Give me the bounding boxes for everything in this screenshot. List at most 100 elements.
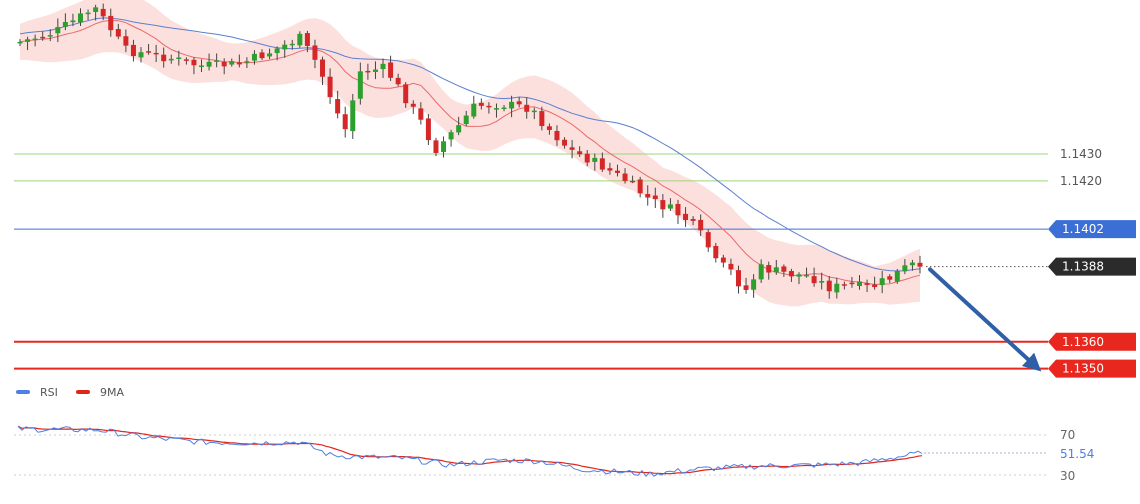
candle <box>607 162 613 175</box>
candle <box>17 39 23 46</box>
candle <box>856 275 862 290</box>
candle <box>221 58 227 75</box>
candle <box>267 48 273 60</box>
candle <box>244 57 250 69</box>
svg-text:1.1360: 1.1360 <box>1062 335 1104 349</box>
candle <box>146 43 152 55</box>
candle <box>796 272 802 285</box>
candle <box>834 277 840 299</box>
rsi-legend-label: RSI <box>40 386 58 399</box>
candle <box>864 279 870 293</box>
candle <box>229 58 235 67</box>
candle <box>40 31 46 41</box>
candle <box>781 264 787 277</box>
candle <box>410 100 416 114</box>
candle <box>297 31 303 48</box>
rsi-panel: 70 51.54 30 <box>14 425 1094 483</box>
candle <box>456 116 462 136</box>
long-moving-average-line <box>19 17 921 272</box>
candle <box>554 125 560 146</box>
candle <box>894 268 900 284</box>
candle <box>743 277 749 294</box>
candle <box>335 90 341 119</box>
candle <box>78 8 84 26</box>
candle <box>493 103 499 118</box>
candle <box>909 259 915 271</box>
bollinger-band-area <box>20 0 920 307</box>
candle <box>199 59 205 73</box>
candle <box>690 216 696 226</box>
candle <box>531 107 537 120</box>
candle <box>637 176 643 198</box>
candle <box>304 30 310 53</box>
candle <box>766 261 772 280</box>
candle <box>100 3 106 20</box>
candle <box>312 39 318 69</box>
candlesticks <box>17 3 923 299</box>
candle <box>917 255 923 274</box>
candle <box>683 207 689 227</box>
level-label-1.1420: 1.1420 <box>1060 174 1102 188</box>
candle <box>819 272 825 290</box>
candle <box>788 268 794 282</box>
svg-text:1.1388: 1.1388 <box>1062 260 1104 274</box>
candle <box>448 129 454 147</box>
candle <box>176 50 182 66</box>
candle <box>138 47 144 63</box>
forecast-arrow-line <box>928 267 1042 372</box>
candle <box>751 274 757 298</box>
candle <box>509 95 515 118</box>
candle <box>441 136 447 158</box>
candle <box>872 276 878 290</box>
candle <box>289 39 295 50</box>
candle <box>183 57 189 65</box>
rsi-tick-30: 30 <box>1060 469 1075 483</box>
candle <box>486 102 492 114</box>
candle <box>826 275 832 299</box>
candle <box>251 50 257 65</box>
candle <box>47 29 53 42</box>
level-tag-1.1388: 1.1388 <box>1048 257 1136 276</box>
ma-legend-label: 9MA <box>100 386 124 399</box>
candle <box>357 62 363 105</box>
candle <box>804 267 810 278</box>
candle <box>425 114 431 146</box>
candle <box>206 53 212 71</box>
candle <box>758 259 764 283</box>
candle <box>282 40 288 58</box>
level-tag-1.1350: 1.1350 <box>1048 359 1136 378</box>
candle <box>25 36 31 51</box>
rsi-tick-70: 70 <box>1060 428 1075 442</box>
candle <box>562 137 568 149</box>
candle <box>887 274 893 283</box>
candle <box>645 185 651 206</box>
candle <box>569 140 575 159</box>
candle <box>614 164 620 177</box>
candle <box>214 53 220 68</box>
candle <box>705 229 711 252</box>
candle <box>342 106 348 138</box>
level-tag-1.1360: 1.1360 <box>1048 332 1136 351</box>
candle <box>584 149 590 167</box>
candle <box>62 13 68 31</box>
candle <box>478 98 484 110</box>
candle <box>85 9 91 21</box>
candle <box>577 146 583 157</box>
rsi-legend: RSI 9MA <box>16 386 124 399</box>
candle <box>592 153 598 171</box>
candle <box>516 97 522 108</box>
candle <box>388 55 394 81</box>
level-tag-1.1402: 1.1402 <box>1048 220 1136 239</box>
candle <box>403 82 409 108</box>
rsi-legend-swatch <box>16 390 30 394</box>
candle <box>713 242 719 263</box>
candle <box>849 277 855 288</box>
candle <box>773 259 779 275</box>
candle <box>168 54 174 64</box>
candle <box>720 254 726 268</box>
ma-legend-swatch <box>76 390 90 394</box>
rsi-current-value: 51.54 <box>1060 447 1094 461</box>
horizontal-levels <box>14 153 1048 370</box>
